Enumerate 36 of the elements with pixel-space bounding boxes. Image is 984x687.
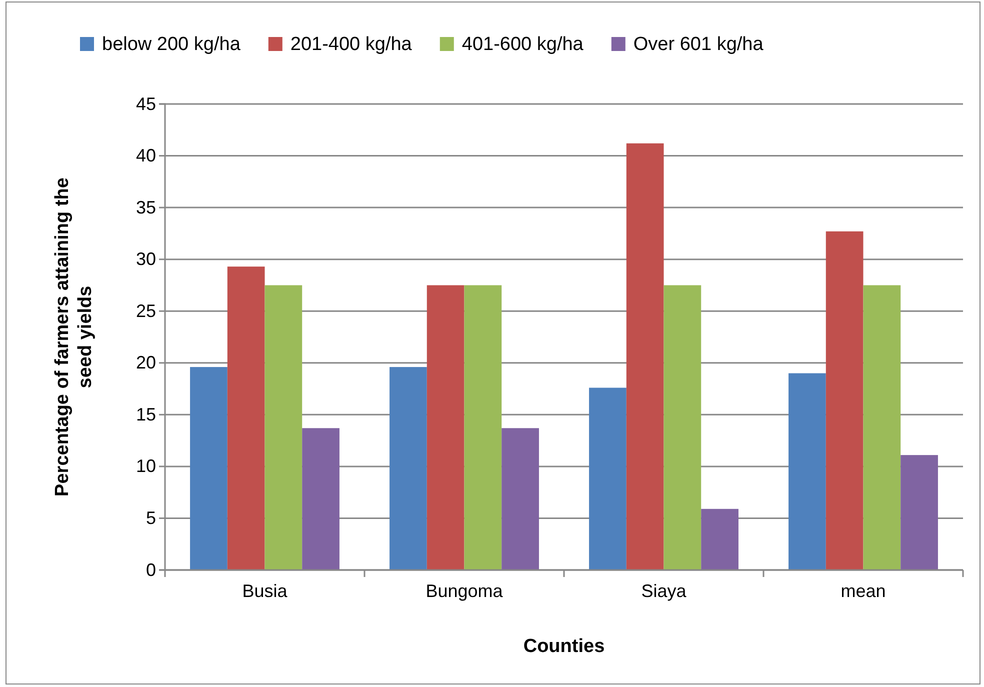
bar xyxy=(788,373,826,570)
legend-label: below 200 kg/ha xyxy=(102,34,241,55)
bar xyxy=(426,285,464,570)
bar xyxy=(390,367,427,570)
y-tick-label: 40 xyxy=(136,146,156,166)
y-tick-label: 5 xyxy=(146,508,156,528)
bar xyxy=(264,285,302,570)
x-tick-label: Siaya xyxy=(641,580,688,601)
legend-label: 201-400 kg/ha xyxy=(290,34,412,55)
bar xyxy=(900,455,938,570)
legend-label: 401-600 kg/ha xyxy=(462,34,584,55)
bar xyxy=(826,231,864,570)
y-tick-label: 0 xyxy=(146,560,156,580)
bar xyxy=(589,388,626,570)
x-tick-label: Bungoma xyxy=(426,580,504,601)
bar xyxy=(502,428,539,570)
bar xyxy=(302,428,340,570)
y-tick-label: 35 xyxy=(136,197,156,218)
bar xyxy=(701,508,738,570)
y-tick-label: 10 xyxy=(136,456,156,476)
y-axis-title: Percentage of farmers attaining the seed yields xyxy=(52,178,96,496)
x-tick-label: Busia xyxy=(242,580,288,601)
legend-label: Over 601 kg/ha xyxy=(633,34,764,55)
bar xyxy=(464,285,502,570)
y-tick-label: 45 xyxy=(136,94,156,114)
x-tick-label: mean xyxy=(840,580,886,601)
bar xyxy=(626,143,664,570)
bar xyxy=(664,285,702,570)
y-tick-label: 30 xyxy=(136,249,156,270)
bar xyxy=(190,367,228,570)
y-tick-label: 15 xyxy=(136,404,156,424)
y-tick-label: 25 xyxy=(136,300,156,321)
bar xyxy=(863,285,901,570)
bar xyxy=(227,266,265,570)
x-axis-title: Counties xyxy=(523,636,605,657)
y-tick-label: 20 xyxy=(136,352,156,373)
